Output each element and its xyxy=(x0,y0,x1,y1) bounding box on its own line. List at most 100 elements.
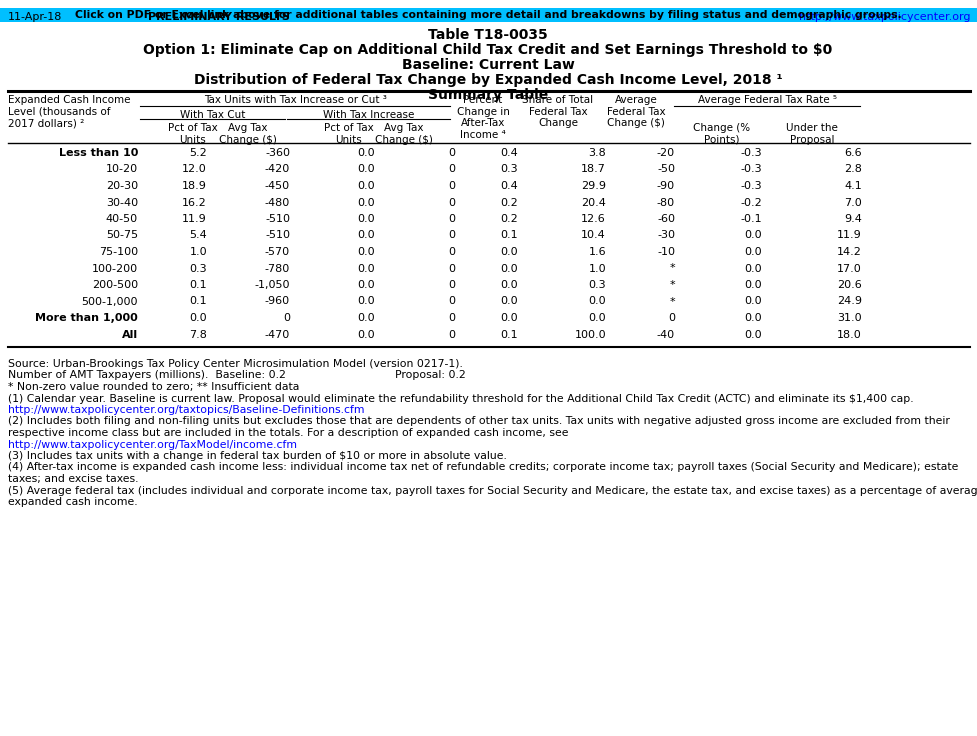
Text: Under the
Proposal: Under the Proposal xyxy=(786,123,838,144)
Text: Avg Tax
Change ($): Avg Tax Change ($) xyxy=(374,123,433,144)
Text: 6.6: 6.6 xyxy=(844,148,862,158)
Text: 0.3: 0.3 xyxy=(500,165,518,174)
Text: 0.0: 0.0 xyxy=(744,330,762,339)
Text: 0: 0 xyxy=(448,313,455,323)
Text: -0.3: -0.3 xyxy=(741,165,762,174)
Text: 0.1: 0.1 xyxy=(190,297,207,306)
Text: -0.3: -0.3 xyxy=(741,148,762,158)
Text: -480: -480 xyxy=(265,197,290,208)
Text: -60: -60 xyxy=(657,214,675,224)
Text: 0.3: 0.3 xyxy=(588,280,606,290)
Text: -0.3: -0.3 xyxy=(741,181,762,191)
Text: 1.0: 1.0 xyxy=(588,263,606,274)
Text: 31.0: 31.0 xyxy=(837,313,862,323)
Text: 50-75: 50-75 xyxy=(106,230,138,241)
Text: 5.2: 5.2 xyxy=(190,148,207,158)
Text: 0.0: 0.0 xyxy=(358,230,375,241)
Text: expanded cash income.: expanded cash income. xyxy=(8,497,138,507)
Text: 0.4: 0.4 xyxy=(500,148,518,158)
Text: 29.9: 29.9 xyxy=(581,181,606,191)
Text: 0.0: 0.0 xyxy=(744,230,762,241)
Text: 12.6: 12.6 xyxy=(581,214,606,224)
Text: 0: 0 xyxy=(448,280,455,290)
Text: -450: -450 xyxy=(265,181,290,191)
Text: respective income class but are included in the totals. For a description of exp: respective income class but are included… xyxy=(8,428,569,438)
Text: 0.2: 0.2 xyxy=(500,214,518,224)
Text: 0.0: 0.0 xyxy=(358,297,375,306)
Text: 1.6: 1.6 xyxy=(588,247,606,257)
Text: 0.1: 0.1 xyxy=(500,330,518,339)
Text: -470: -470 xyxy=(265,330,290,339)
Text: -20: -20 xyxy=(657,148,675,158)
Text: -10: -10 xyxy=(657,247,675,257)
Text: Average Federal Tax Rate ⁵: Average Federal Tax Rate ⁵ xyxy=(698,95,836,105)
Text: 0.0: 0.0 xyxy=(358,214,375,224)
Text: Expanded Cash Income
Level (thousands of
2017 dollars) ²: Expanded Cash Income Level (thousands of… xyxy=(8,95,131,128)
Text: 0: 0 xyxy=(448,214,455,224)
Text: 0: 0 xyxy=(448,165,455,174)
Text: (2) Includes both filing and non-filing units but excludes those that are depend: (2) Includes both filing and non-filing … xyxy=(8,417,950,426)
Text: With Tax Increase: With Tax Increase xyxy=(322,110,414,120)
Text: All: All xyxy=(122,330,138,339)
Text: 0.0: 0.0 xyxy=(500,247,518,257)
Text: Number of AMT Taxpayers (millions).  Baseline: 0.2: Number of AMT Taxpayers (millions). Base… xyxy=(8,370,286,381)
Text: 0.0: 0.0 xyxy=(358,330,375,339)
Text: (3) Includes tax units with a change in federal tax burden of $10 or more in abs: (3) Includes tax units with a change in … xyxy=(8,451,507,461)
Text: 0: 0 xyxy=(448,148,455,158)
Text: 10-20: 10-20 xyxy=(106,165,138,174)
Text: -420: -420 xyxy=(265,165,290,174)
Text: Average
Federal Tax
Change ($): Average Federal Tax Change ($) xyxy=(607,95,665,128)
Text: 0.2: 0.2 xyxy=(500,197,518,208)
Text: 0.1: 0.1 xyxy=(190,280,207,290)
Text: -40: -40 xyxy=(657,330,675,339)
Text: 2.8: 2.8 xyxy=(844,165,862,174)
Text: Proposal: 0.2: Proposal: 0.2 xyxy=(395,370,466,381)
Text: taxes; and excise taxes.: taxes; and excise taxes. xyxy=(8,474,139,484)
Text: 0.4: 0.4 xyxy=(500,181,518,191)
Text: 100.0: 100.0 xyxy=(574,330,606,339)
Text: 30-40: 30-40 xyxy=(106,197,138,208)
Text: Avg Tax
Change ($): Avg Tax Change ($) xyxy=(219,123,276,144)
Text: 11.9: 11.9 xyxy=(837,230,862,241)
Text: 0.0: 0.0 xyxy=(358,148,375,158)
Text: Pct of Tax
Units: Pct of Tax Units xyxy=(323,123,373,144)
Text: 11-Apr-18: 11-Apr-18 xyxy=(8,12,63,22)
Text: 18.7: 18.7 xyxy=(581,165,606,174)
Text: Pct of Tax
Units: Pct of Tax Units xyxy=(168,123,217,144)
Text: *: * xyxy=(669,297,675,306)
Text: 0.0: 0.0 xyxy=(358,165,375,174)
Text: 0.0: 0.0 xyxy=(358,181,375,191)
Text: 11.9: 11.9 xyxy=(183,214,207,224)
Text: Source: Urban-Brookings Tax Policy Center Microsimulation Model (version 0217-1): Source: Urban-Brookings Tax Policy Cente… xyxy=(8,359,463,369)
Text: Table T18-0035: Table T18-0035 xyxy=(428,28,548,42)
Text: Summary Table: Summary Table xyxy=(428,88,548,102)
Bar xyxy=(0,8,977,22)
Text: 0.0: 0.0 xyxy=(500,263,518,274)
Text: Option 1: Eliminate Cap on Additional Child Tax Credit and Set Earnings Threshol: Option 1: Eliminate Cap on Additional Ch… xyxy=(144,43,832,57)
Text: -510: -510 xyxy=(265,214,290,224)
Text: 0: 0 xyxy=(448,330,455,339)
Text: 0.0: 0.0 xyxy=(588,313,606,323)
Text: 5.4: 5.4 xyxy=(190,230,207,241)
Text: -780: -780 xyxy=(265,263,290,274)
Text: Baseline: Current Law: Baseline: Current Law xyxy=(402,58,574,72)
Text: 0.3: 0.3 xyxy=(190,263,207,274)
Text: -960: -960 xyxy=(265,297,290,306)
Text: 4.1: 4.1 xyxy=(844,181,862,191)
Text: 0.0: 0.0 xyxy=(358,263,375,274)
Text: 0.0: 0.0 xyxy=(358,197,375,208)
Text: 0: 0 xyxy=(668,313,675,323)
Text: 0.0: 0.0 xyxy=(744,297,762,306)
Text: 3.8: 3.8 xyxy=(588,148,606,158)
Text: *: * xyxy=(669,263,675,274)
Text: 0.0: 0.0 xyxy=(744,280,762,290)
Text: 24.9: 24.9 xyxy=(837,297,862,306)
Text: 500-1,000: 500-1,000 xyxy=(81,297,138,306)
Text: 0.0: 0.0 xyxy=(500,280,518,290)
Text: http://www.taxpolicycenter.org/TaxModel/income.cfm: http://www.taxpolicycenter.org/TaxModel/… xyxy=(8,439,297,450)
Text: (1) Calendar year. Baseline is current law. Proposal would eliminate the refunda: (1) Calendar year. Baseline is current l… xyxy=(8,394,913,403)
Text: 100-200: 100-200 xyxy=(92,263,138,274)
Text: 16.2: 16.2 xyxy=(183,197,207,208)
Text: 0: 0 xyxy=(448,297,455,306)
Text: -80: -80 xyxy=(657,197,675,208)
